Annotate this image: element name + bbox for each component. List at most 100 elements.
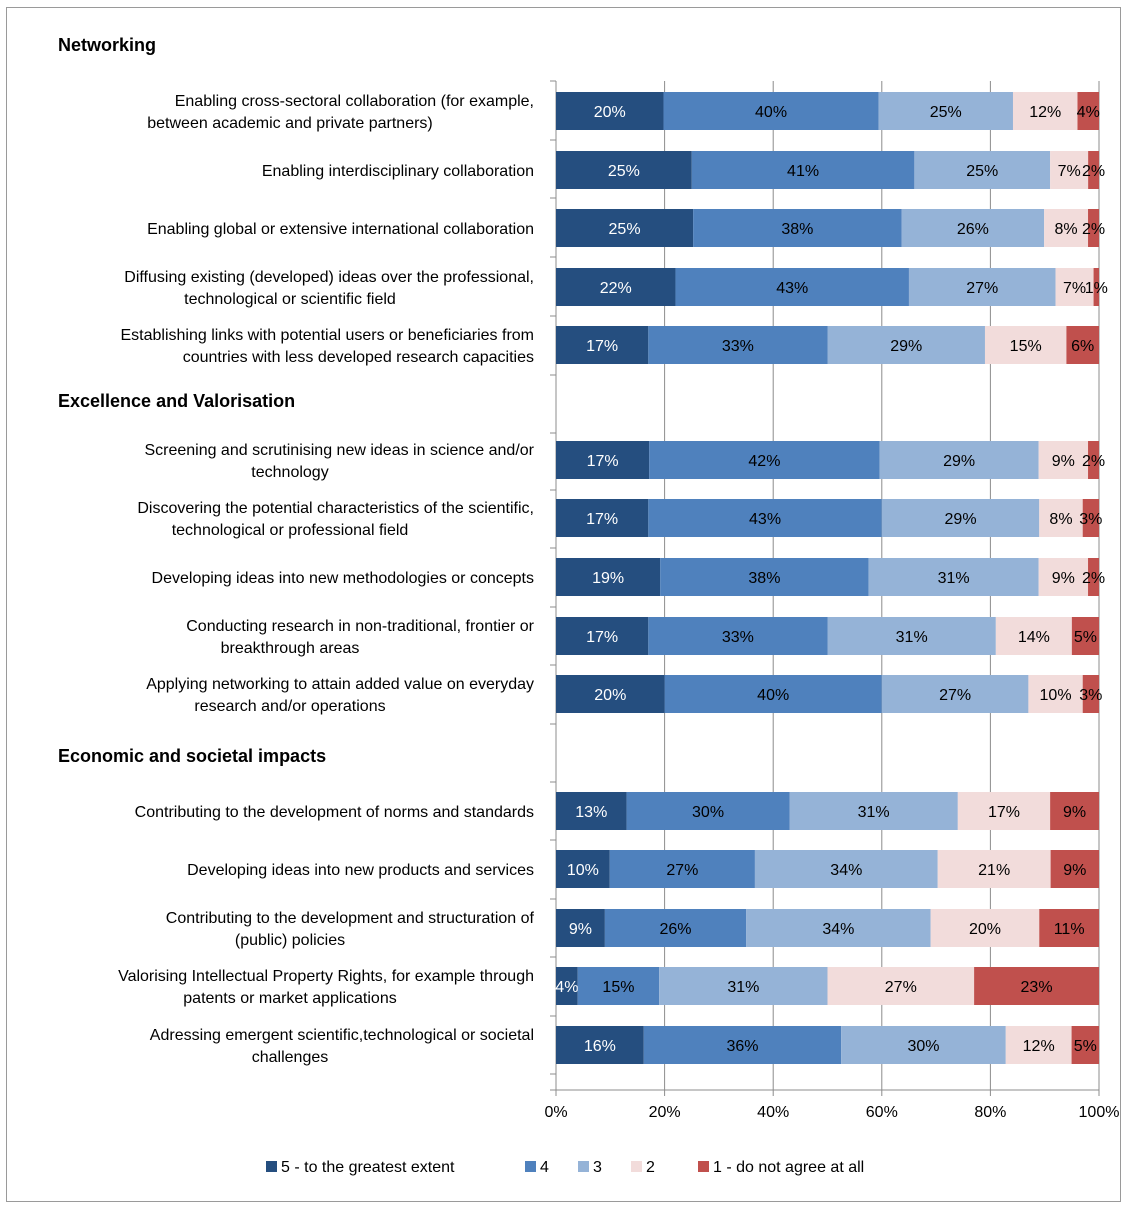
legend-swatch: [631, 1161, 642, 1172]
category-label: Valorising Intellectual Property Rights,…: [118, 968, 534, 985]
group-title: Economic and societal impacts: [58, 746, 326, 766]
category-label: Enabling global or extensive internation…: [147, 221, 534, 238]
data-label: 15%: [602, 979, 634, 996]
bar-segment: [881, 499, 1040, 537]
category-label: technology: [251, 464, 328, 481]
data-label: 34%: [830, 862, 862, 879]
data-label: 31%: [896, 629, 928, 646]
category-label: between academic and private partners): [147, 115, 433, 132]
bar-segment: [556, 967, 578, 1005]
legend-label: 3: [593, 1159, 602, 1176]
data-label: 10%: [1040, 687, 1072, 704]
bar-segment: [1071, 1026, 1099, 1064]
data-label: 4%: [1077, 104, 1100, 121]
bar-segment: [556, 792, 627, 830]
category-label: Enabling cross-sectoral collaboration (f…: [175, 93, 534, 110]
bar-segment: [556, 326, 649, 364]
data-label: 25%: [608, 163, 640, 180]
group-title: Excellence and Valorisation: [58, 391, 295, 411]
bar-segment: [1044, 209, 1089, 247]
data-label: 19%: [592, 570, 624, 587]
data-label: 2%: [1082, 221, 1105, 238]
bar-segment: [556, 499, 649, 537]
data-label: 17%: [988, 804, 1020, 821]
bar-segment: [648, 326, 828, 364]
bar-segment: [1055, 268, 1094, 306]
category-label: countries with less developed research c…: [183, 349, 534, 366]
bar-segment: [649, 441, 880, 479]
bar-segment: [879, 441, 1039, 479]
data-label: 11%: [1054, 921, 1085, 938]
bar-segment: [746, 909, 931, 947]
bar-segment: [1066, 326, 1099, 364]
category-label: Enabling interdisciplinary collaboration: [262, 163, 534, 180]
bar-segment: [556, 441, 650, 479]
bar-segment: [556, 151, 692, 189]
bar-segment: [1050, 151, 1089, 189]
category-label: Contributing to the development of norms…: [135, 804, 534, 821]
category-label: patents or market applications: [183, 990, 396, 1007]
category-label: (public) policies: [235, 932, 345, 949]
bar-segment: [1088, 558, 1099, 596]
data-label: 25%: [966, 163, 998, 180]
bar-segment: [556, 850, 610, 888]
legend-label: 5 - to the greatest extent: [281, 1159, 455, 1176]
data-label: 29%: [890, 338, 922, 355]
bar-segment: [556, 909, 605, 947]
bar-segment: [995, 617, 1072, 655]
data-label: 15%: [1010, 338, 1042, 355]
x-tick-label: 100%: [1079, 1104, 1120, 1121]
data-label: 2%: [1082, 453, 1105, 470]
category-label: Developing ideas into new products and s…: [187, 862, 534, 879]
x-tick-label: 0%: [544, 1104, 567, 1121]
data-label: 23%: [1021, 979, 1053, 996]
bar-segment: [1038, 558, 1089, 596]
bar-segment: [1005, 1026, 1072, 1064]
category-label: Applying networking to attain added valu…: [146, 676, 534, 693]
data-label: 38%: [781, 221, 813, 238]
data-label: 41%: [787, 163, 819, 180]
bar-segment: [577, 967, 660, 1005]
x-tick-label: 20%: [649, 1104, 681, 1121]
bar-segment: [1093, 268, 1099, 306]
data-label: 9%: [1063, 862, 1086, 879]
data-label: 17%: [586, 629, 618, 646]
bar-segment: [1028, 675, 1083, 713]
bar-segment: [827, 617, 996, 655]
data-label: 3%: [1079, 687, 1102, 704]
bar-segment: [841, 1026, 1006, 1064]
data-label: 36%: [726, 1038, 758, 1055]
legend-swatch: [525, 1161, 536, 1172]
x-tick-label: 40%: [757, 1104, 789, 1121]
bar-segment: [556, 209, 694, 247]
bar-segment: [868, 558, 1039, 596]
bar-segment: [643, 1026, 842, 1064]
bar-segment: [604, 909, 747, 947]
bar-segment: [1012, 92, 1078, 130]
category-label: challenges: [252, 1049, 329, 1066]
data-label: 25%: [930, 104, 962, 121]
bar-segment: [693, 209, 902, 247]
legend-label: 2: [646, 1159, 655, 1176]
bar-segment: [648, 499, 882, 537]
data-label: 12%: [1029, 104, 1061, 121]
category-label: technological or scientific field: [184, 291, 396, 308]
category-label: Conducting research in non-traditional, …: [186, 618, 534, 635]
data-label: 33%: [722, 338, 754, 355]
legend-swatch: [578, 1161, 589, 1172]
bar-segment: [1082, 499, 1099, 537]
data-label: 27%: [939, 687, 971, 704]
bar-segment: [1088, 151, 1099, 189]
bar-segment: [556, 92, 664, 130]
data-label: 25%: [609, 221, 641, 238]
category-label: research and/or operations: [194, 698, 385, 715]
data-label: 7%: [1058, 163, 1081, 180]
category-label: Contributing to the development and stru…: [166, 910, 535, 927]
bar-segment: [908, 268, 1056, 306]
bar-segment: [878, 92, 1013, 130]
bar-segment: [664, 675, 882, 713]
group-title: Networking: [58, 35, 156, 55]
data-label: 27%: [666, 862, 698, 879]
data-label: 2%: [1082, 570, 1105, 587]
